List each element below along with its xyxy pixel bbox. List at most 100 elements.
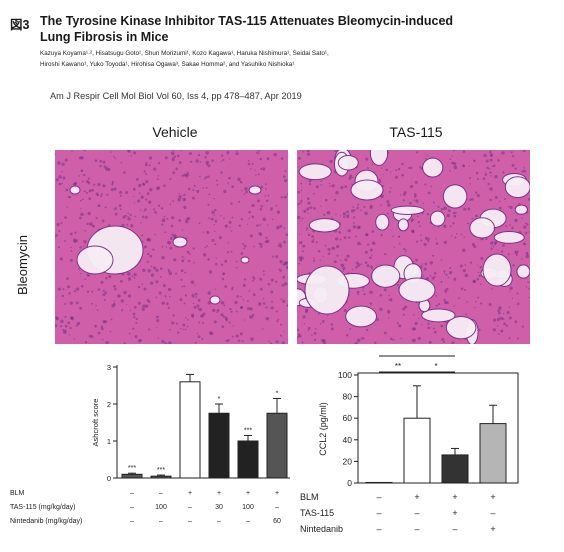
nucleus-dot — [409, 184, 414, 189]
nucleus-dot — [90, 302, 93, 305]
nucleus-dot — [114, 212, 118, 216]
nucleus-dot — [158, 291, 162, 295]
nucleus-dot — [249, 307, 253, 311]
nucleus-dot — [231, 185, 234, 188]
nucleus-dot — [75, 301, 79, 305]
nucleus-dot — [97, 331, 101, 335]
nucleus-dot — [335, 213, 337, 216]
nucleus-dot — [198, 222, 201, 225]
nucleus-dot — [127, 215, 129, 218]
nucleus-dot — [302, 150, 305, 153]
alveolar-space — [397, 218, 409, 232]
nucleus-dot — [508, 316, 512, 320]
nucleus-dot — [191, 313, 195, 317]
nucleus-dot — [148, 301, 151, 303]
condition-value: – — [159, 518, 163, 525]
nucleus-dot — [225, 318, 228, 322]
nucleus-dot — [119, 190, 123, 194]
nucleus-dot — [449, 267, 452, 270]
nucleus-dot — [138, 192, 141, 194]
nucleus-dot — [231, 216, 234, 219]
nucleus-dot — [235, 310, 238, 313]
condition-label: TAS-115 — [300, 508, 334, 518]
nucleus-dot — [235, 152, 239, 156]
condition-value: + — [188, 490, 192, 497]
nucleus-dot — [409, 166, 413, 170]
nucleus-dot — [356, 263, 361, 267]
nucleus-dot — [494, 175, 498, 179]
nucleus-dot — [125, 214, 127, 217]
nucleus-dot — [133, 272, 137, 277]
nucleus-dot — [123, 342, 126, 344]
nucleus-dot — [240, 306, 243, 310]
nucleus-dot — [496, 317, 501, 321]
nucleus-dot — [446, 213, 450, 218]
nucleus-dot — [521, 325, 525, 328]
nucleus-dot — [327, 247, 331, 251]
nucleus-dot — [252, 277, 256, 280]
nucleus-dot — [330, 323, 334, 326]
nucleus-dot — [265, 188, 267, 190]
nucleus-dot — [231, 335, 234, 338]
nucleus-dot — [476, 277, 480, 281]
nucleus-dot — [485, 238, 488, 241]
nucleus-dot — [55, 234, 58, 237]
nucleus-dot — [509, 286, 513, 291]
nucleus-dot — [427, 237, 430, 240]
nucleus-dot — [511, 226, 514, 230]
nucleus-dot — [222, 158, 225, 162]
nucleus-dot — [176, 154, 180, 158]
nucleus-dot — [429, 275, 432, 277]
nucleus-dot — [514, 320, 518, 324]
nucleus-dot — [132, 312, 136, 316]
nucleus-dot — [280, 298, 283, 300]
nucleus-dot — [455, 211, 457, 214]
nucleus-dot — [182, 328, 185, 331]
nucleus-dot — [118, 204, 122, 208]
nucleus-dot — [58, 230, 61, 233]
nucleus-dot — [148, 328, 151, 331]
nucleus-dot — [347, 229, 351, 233]
nucleus-dot — [100, 193, 103, 196]
nucleus-dot — [57, 287, 61, 291]
alveolar-space — [69, 185, 81, 195]
nucleus-dot — [212, 308, 216, 313]
nucleus-dot — [171, 157, 175, 160]
nucleus-dot — [360, 209, 362, 211]
nucleus-dot — [313, 207, 316, 210]
condition-value: + — [414, 492, 419, 502]
nucleus-dot — [214, 219, 218, 223]
nucleus-dot — [516, 250, 519, 253]
journal-citation: Am J Respir Cell Mol Biol Vol 60, Iss 4,… — [50, 91, 302, 101]
nucleus-dot — [197, 335, 201, 339]
nucleus-dot — [154, 211, 157, 214]
nucleus-dot — [369, 290, 373, 295]
nucleus-dot — [129, 309, 131, 312]
nucleus-dot — [62, 288, 65, 291]
nucleus-dot — [389, 337, 393, 341]
nucleus-dot — [79, 246, 82, 249]
nucleus-dot — [452, 162, 457, 166]
significance-mark: *** — [244, 427, 252, 434]
nucleus-dot — [356, 206, 359, 210]
nucleus-dot — [169, 246, 173, 250]
nucleus-dot — [394, 175, 398, 179]
nucleus-dot — [214, 243, 217, 246]
nucleus-dot — [479, 266, 482, 269]
nucleus-dot — [58, 182, 62, 186]
condition-value: – — [376, 508, 381, 518]
nucleus-dot — [431, 276, 435, 280]
nucleus-dot — [88, 190, 91, 193]
nucleus-dot — [385, 168, 389, 172]
nucleus-dot — [104, 291, 108, 294]
nucleus-dot — [178, 192, 181, 195]
nucleus-dot — [55, 316, 59, 320]
nucleus-dot — [119, 280, 123, 283]
nucleus-dot — [265, 317, 269, 321]
nucleus-dot — [484, 173, 488, 177]
nucleus-dot — [181, 285, 183, 288]
nucleus-dot — [278, 243, 282, 247]
nucleus-dot — [306, 152, 311, 156]
paper-title-line-2: Lung Fibrosis in Mice — [40, 30, 169, 44]
nucleus-dot — [367, 243, 370, 246]
